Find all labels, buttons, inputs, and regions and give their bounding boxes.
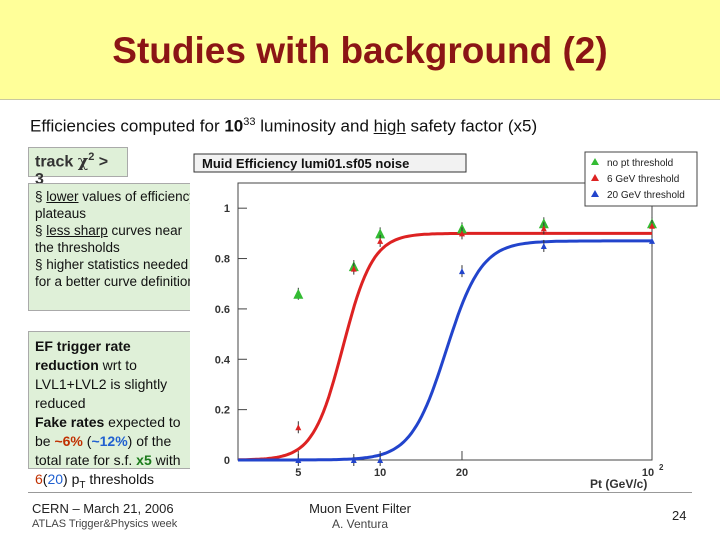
data-point bbox=[377, 457, 384, 463]
data-point bbox=[350, 265, 357, 272]
x-tick-label-exponent: 2 bbox=[659, 463, 664, 472]
fit-curves bbox=[238, 231, 652, 462]
page-number: 24 bbox=[672, 508, 687, 523]
legend-marker bbox=[591, 158, 599, 165]
chart-title: Muid Efficiency lumi01.sf05 noise bbox=[202, 156, 409, 171]
data-point bbox=[293, 288, 304, 299]
data-point bbox=[375, 228, 386, 239]
subtitle-lum-exp: 33 bbox=[243, 116, 256, 128]
legend-label: 20 GeV threshold bbox=[607, 190, 685, 201]
x-tick-label: 10 bbox=[374, 467, 386, 479]
footer-author: A. Ventura bbox=[331, 517, 389, 531]
plot-frame bbox=[237, 182, 653, 461]
footer-meeting: ATLAS Trigger&Physics week bbox=[32, 518, 178, 530]
track-post: > 3 bbox=[35, 153, 109, 189]
footer-divider bbox=[28, 492, 692, 493]
data-point bbox=[295, 457, 302, 463]
ef-l11: 6 bbox=[35, 471, 43, 487]
data-point bbox=[649, 237, 655, 244]
ef-l6: ( bbox=[82, 433, 92, 449]
data-point bbox=[540, 242, 547, 249]
subtitle-lum: 10 bbox=[224, 116, 244, 136]
ef-l4: expected to be bbox=[35, 414, 181, 449]
ef-l16: thresholds bbox=[85, 471, 154, 487]
chart-legend: no pt threshold 6 GeV threshold 20 GeV thr… bbox=[584, 151, 698, 207]
y-tick-label: 0 bbox=[224, 455, 230, 467]
note-1-ul: lower bbox=[46, 189, 79, 204]
ef-l7: ~12% bbox=[91, 433, 128, 449]
data-point bbox=[350, 457, 357, 463]
fit-curve bbox=[238, 239, 652, 462]
fit-curve bbox=[238, 231, 652, 462]
ef-l1: EF trigger rate reduction bbox=[35, 338, 131, 373]
footer-topic: Muon Event Filter bbox=[309, 501, 411, 516]
data-point bbox=[649, 222, 655, 229]
ef-l8: ) of the total rate for s.f. bbox=[35, 433, 172, 468]
legend-label: 6 GeV threshold bbox=[607, 174, 679, 185]
subtitle-mid: luminosity and bbox=[255, 116, 374, 136]
note-3: § higher statistics needed for a better … bbox=[35, 257, 195, 289]
x-tick-label: 10 bbox=[642, 467, 654, 479]
slide-subtitle: Efficiencies computed for 1033 luminosit… bbox=[30, 116, 537, 137]
ef-l14: ) p bbox=[63, 471, 80, 487]
note-2-bullet: § bbox=[35, 223, 47, 238]
track-exp: 2 bbox=[88, 151, 95, 163]
ef-l10: with bbox=[151, 452, 181, 468]
ef-rate-box: EF trigger rate reduction wrt to LVL1+LV… bbox=[28, 331, 204, 491]
ef-l15: T bbox=[79, 479, 86, 491]
y-tick-label: 1 bbox=[224, 203, 230, 215]
ef-l12: ( bbox=[42, 471, 48, 487]
axis-ticks: 0 0.2 0.4 0.6 0.8 1 5 10 20 10 2 bbox=[215, 203, 664, 479]
data-points bbox=[293, 217, 657, 466]
ef-l9: x5 bbox=[136, 452, 152, 468]
title-band: Studies with background (2) bbox=[0, 0, 720, 100]
legend-box bbox=[584, 151, 698, 207]
track-cut-box: track χ2 > 3 bbox=[28, 147, 128, 188]
ef-l3: Fake rates bbox=[35, 414, 105, 430]
data-point bbox=[458, 268, 465, 275]
subtitle-high: high bbox=[373, 116, 406, 136]
data-point bbox=[377, 237, 384, 244]
legend-label: no pt threshold bbox=[607, 158, 673, 169]
notes-box: § lower values of efficiency plateaus § … bbox=[28, 183, 204, 311]
note-1-text: values of efficiency plateaus bbox=[35, 189, 197, 221]
ef-l5: ~6% bbox=[54, 433, 83, 449]
chart-title-box bbox=[193, 153, 467, 173]
note-2-text: curves near the thresholds bbox=[35, 223, 183, 255]
x-axis-label: Pt (GeV/c) bbox=[590, 477, 647, 491]
data-point bbox=[295, 424, 302, 431]
subtitle-post: safety factor (x5) bbox=[405, 116, 538, 136]
data-point bbox=[458, 230, 465, 237]
legend-marker bbox=[591, 190, 599, 197]
note-2-ul: less sharp bbox=[46, 223, 108, 238]
x-tick-label: 5 bbox=[295, 467, 301, 479]
footer-event: CERN – March 21, 2006 bbox=[32, 501, 174, 516]
y-tick-label: 0.8 bbox=[215, 254, 230, 266]
data-point bbox=[540, 225, 547, 232]
note-2: § less sharp curves near the thresholds bbox=[35, 222, 197, 256]
track-pre: track bbox=[35, 153, 78, 171]
note-1: § lower values of efficiency plateaus bbox=[35, 188, 197, 222]
legend-marker bbox=[591, 174, 599, 181]
track-chi: χ bbox=[77, 151, 89, 171]
note-1-bullet: § bbox=[35, 189, 47, 204]
ef-l2: wrt to LVL1+LVL2 is slightly reduced bbox=[35, 357, 168, 411]
y-tick-label: 0.2 bbox=[215, 405, 230, 417]
slide-title: Studies with background (2) bbox=[112, 30, 608, 71]
y-tick-label: 0.6 bbox=[215, 304, 230, 316]
ef-l13: 20 bbox=[47, 471, 64, 487]
y-tick-label: 0.4 bbox=[215, 354, 231, 366]
efficiency-chart: Muid Efficiency lumi01.sf05 noise 0 0.2 0.… bbox=[190, 148, 700, 493]
x-tick-label: 20 bbox=[456, 467, 468, 479]
subtitle-pre: Efficiencies computed for bbox=[30, 116, 225, 136]
plot-area bbox=[237, 182, 653, 461]
